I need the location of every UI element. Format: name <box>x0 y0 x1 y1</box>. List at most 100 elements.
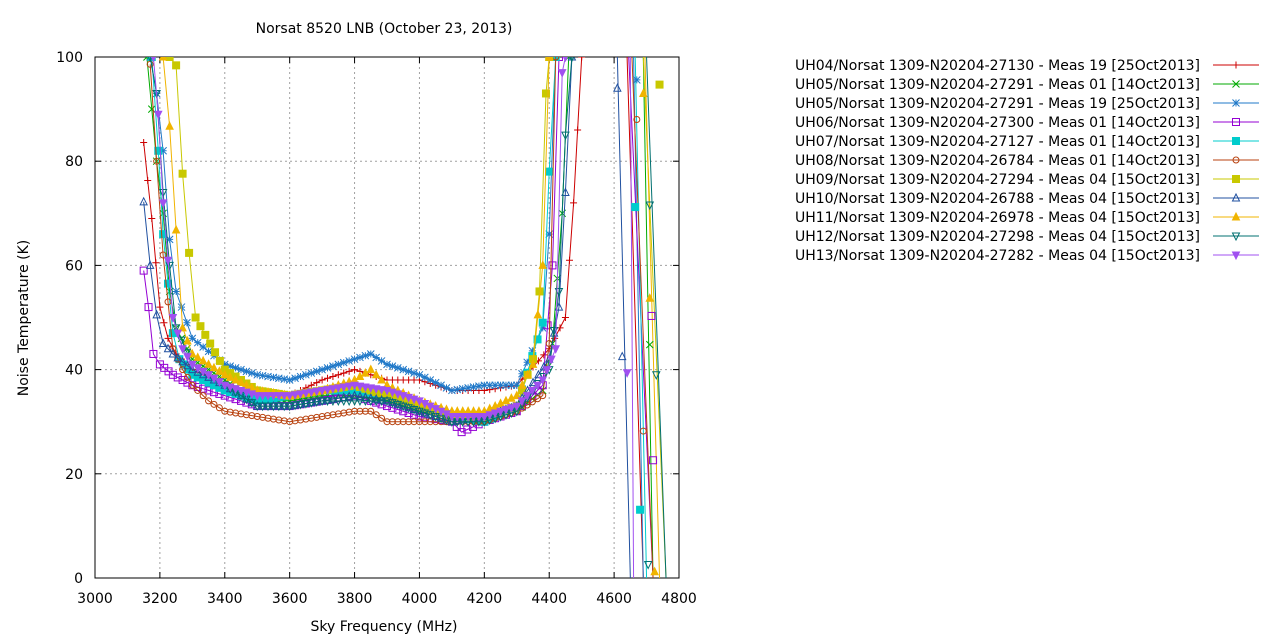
data-point <box>280 417 288 425</box>
data-point <box>372 353 381 362</box>
data-point <box>350 390 359 400</box>
data-point <box>285 392 294 401</box>
data-point <box>290 391 300 400</box>
data-point <box>344 397 354 406</box>
data-point <box>398 402 408 412</box>
data-point <box>485 381 494 390</box>
series-highband-line <box>644 57 661 578</box>
data-point <box>279 392 289 401</box>
data-point <box>480 381 489 390</box>
data-point <box>204 359 213 368</box>
data-point <box>345 357 354 365</box>
data-point <box>232 409 240 417</box>
data-point <box>313 413 321 421</box>
data-point <box>383 418 391 426</box>
data-point <box>183 360 192 370</box>
data-point <box>377 397 386 406</box>
data-point <box>350 381 359 391</box>
data-point <box>220 360 229 369</box>
series-line <box>152 57 566 417</box>
data-point <box>562 57 569 63</box>
data-point <box>425 402 435 412</box>
data-point <box>533 309 543 319</box>
data-point <box>149 349 158 358</box>
data-point <box>290 401 300 411</box>
data-point <box>152 259 160 267</box>
data-point <box>517 380 527 389</box>
data-point <box>159 146 167 155</box>
data-point <box>547 355 556 365</box>
data-point <box>410 418 418 426</box>
data-point <box>173 329 183 339</box>
highband-point <box>631 203 640 212</box>
data-point <box>457 428 466 437</box>
data-point <box>340 409 348 417</box>
data-point <box>199 392 207 400</box>
series-4 <box>139 57 654 578</box>
x-tick-label: 4400 <box>531 591 567 607</box>
data-point <box>231 374 240 384</box>
data-point <box>448 386 456 395</box>
data-point <box>252 402 262 412</box>
data-point <box>301 399 311 409</box>
data-point <box>263 392 273 401</box>
series-9 <box>158 57 661 578</box>
data-point <box>355 391 365 401</box>
x-tick-label: 3000 <box>77 591 113 607</box>
data-point <box>528 346 537 355</box>
data-point <box>378 414 386 422</box>
data-point <box>512 402 522 412</box>
data-point <box>388 362 397 370</box>
data-point <box>480 412 489 422</box>
data-point <box>431 405 440 414</box>
data-point <box>541 89 550 98</box>
legend-label: UH05/Norsat 1309-N20204-27291 - Meas 01 … <box>795 77 1200 93</box>
legend-label: UH08/Norsat 1309-N20204-26784 - Meas 01 … <box>795 153 1200 169</box>
data-point <box>220 369 230 379</box>
data-point <box>366 384 376 393</box>
x-tick-label: 3200 <box>142 591 178 607</box>
data-point <box>329 373 337 381</box>
data-point <box>545 230 554 238</box>
data-point <box>518 369 526 378</box>
series-highband-line <box>626 57 644 578</box>
legend-marker <box>1232 118 1240 126</box>
highband-point <box>645 293 655 302</box>
data-point <box>258 402 267 412</box>
data-point <box>469 383 478 391</box>
series-7 <box>165 57 667 578</box>
data-point <box>139 266 148 275</box>
data-point <box>211 348 220 357</box>
data-point <box>152 309 161 319</box>
legend-label: UH07/Norsat 1309-N20204-27127 - Meas 01 … <box>795 134 1200 150</box>
data-point <box>415 418 423 426</box>
legend-marker <box>1232 137 1240 145</box>
data-point <box>436 407 446 417</box>
data-point <box>188 364 197 374</box>
data-point <box>371 385 381 394</box>
data-point <box>345 408 353 416</box>
data-point <box>173 352 183 362</box>
data-point <box>490 409 500 419</box>
axes <box>94 56 680 579</box>
legend-label: UH11/Norsat 1309-N20204-26978 - Meas 04 … <box>795 210 1200 226</box>
data-point <box>426 376 435 384</box>
data-point <box>496 398 505 407</box>
data-point <box>507 381 516 390</box>
data-point <box>168 348 178 358</box>
data-point <box>158 338 168 348</box>
data-point <box>144 176 152 184</box>
data-point <box>307 414 315 422</box>
data-point <box>215 366 224 375</box>
data-point <box>442 410 451 420</box>
data-point <box>523 369 532 379</box>
data-point <box>405 418 413 426</box>
data-point <box>340 369 348 377</box>
data-point <box>578 57 586 61</box>
data-point <box>248 412 256 420</box>
highband-point <box>655 80 664 89</box>
highband-point <box>650 566 659 576</box>
data-point <box>313 379 321 387</box>
series-highband-line <box>616 57 631 578</box>
